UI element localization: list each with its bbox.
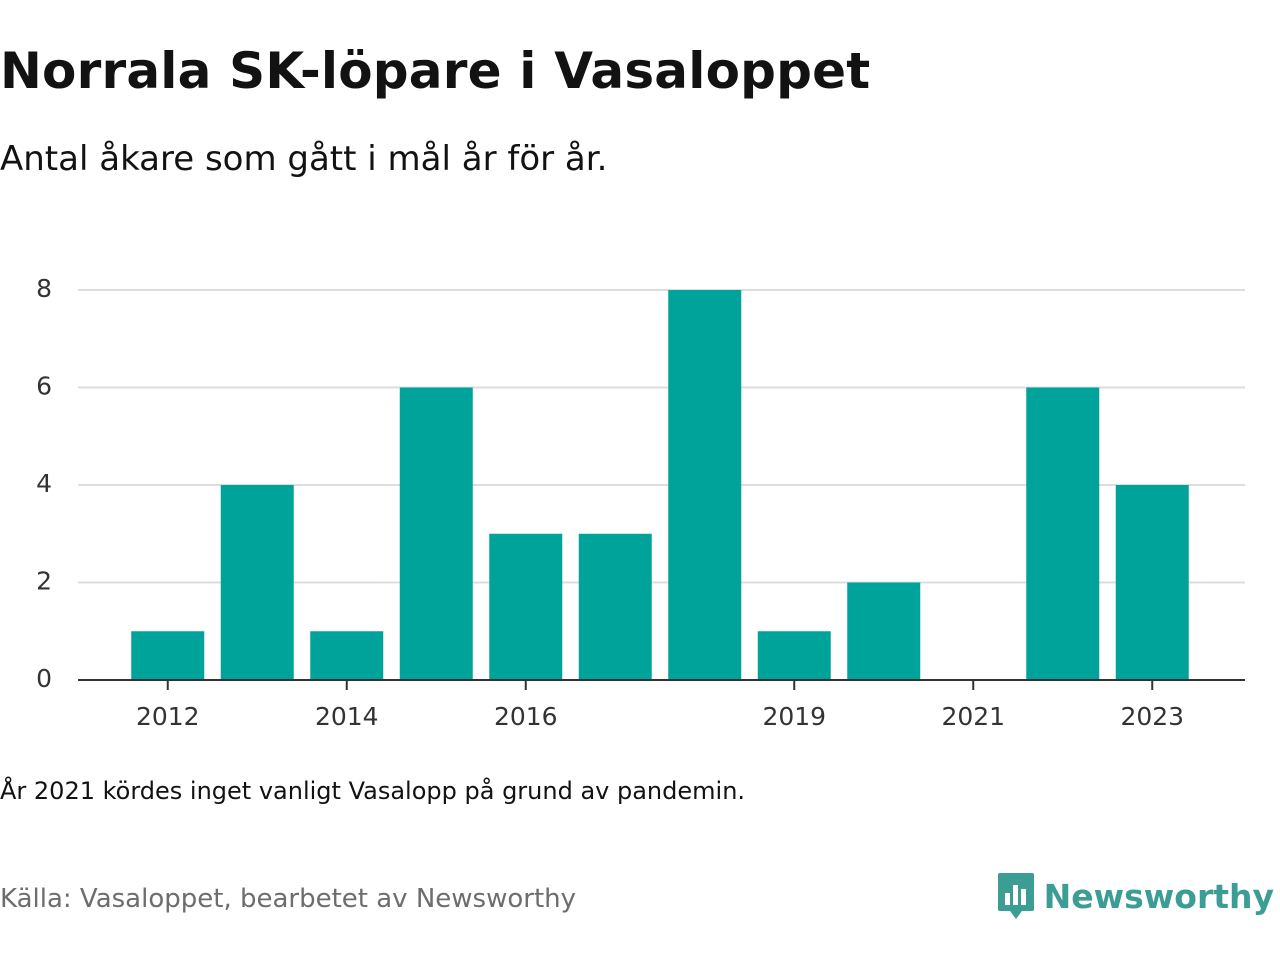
bar-2019	[757, 631, 831, 680]
x-tick-label: 2012	[136, 702, 200, 731]
x-tick-label: 2016	[494, 702, 558, 731]
chart-note: År 2021 kördes inget vanligt Vasalopp på…	[0, 777, 746, 805]
bars	[131, 290, 1189, 680]
chart-title: Norrala SK-löpare i Vasaloppet	[0, 42, 871, 100]
bar-2016	[489, 533, 563, 680]
bar-2022	[1026, 387, 1100, 680]
bar-2013	[220, 485, 294, 680]
y-tick-label: 2	[36, 567, 52, 596]
x-tick-label: 2021	[941, 702, 1005, 731]
bar-2017	[578, 533, 652, 680]
newsworthy-logo-icon	[997, 873, 1034, 919]
bar-2014	[310, 631, 384, 680]
x-tick-label: 2019	[762, 702, 826, 731]
chart-subtitle: Antal åkare som gått i mål år för år.	[0, 139, 608, 179]
source-text: Källa: Vasaloppet, bearbetet av Newswort…	[0, 884, 576, 914]
axes: 0 2 4 6 8 2012 2014 2016 2019 2021 2023	[36, 274, 1245, 731]
bar-2020	[847, 582, 921, 680]
y-tick-label: 4	[36, 469, 52, 498]
y-tick-label: 0	[36, 664, 52, 693]
bar-2023	[1115, 485, 1189, 680]
bar-2015	[399, 387, 473, 680]
bar-chart: 0 2 4 6 8 2012 2014 2016 2019 2021 2023	[36, 274, 1245, 731]
y-tick-label: 8	[36, 274, 52, 303]
bar-2012	[131, 631, 205, 680]
bar-2018	[668, 290, 742, 680]
x-tick-label: 2014	[315, 702, 379, 731]
brand-logo: Newsworthy	[996, 870, 1274, 922]
y-tick-label: 6	[36, 372, 52, 401]
brand-name: Newsworthy	[1043, 876, 1274, 916]
x-tick-label: 2023	[1120, 702, 1184, 731]
